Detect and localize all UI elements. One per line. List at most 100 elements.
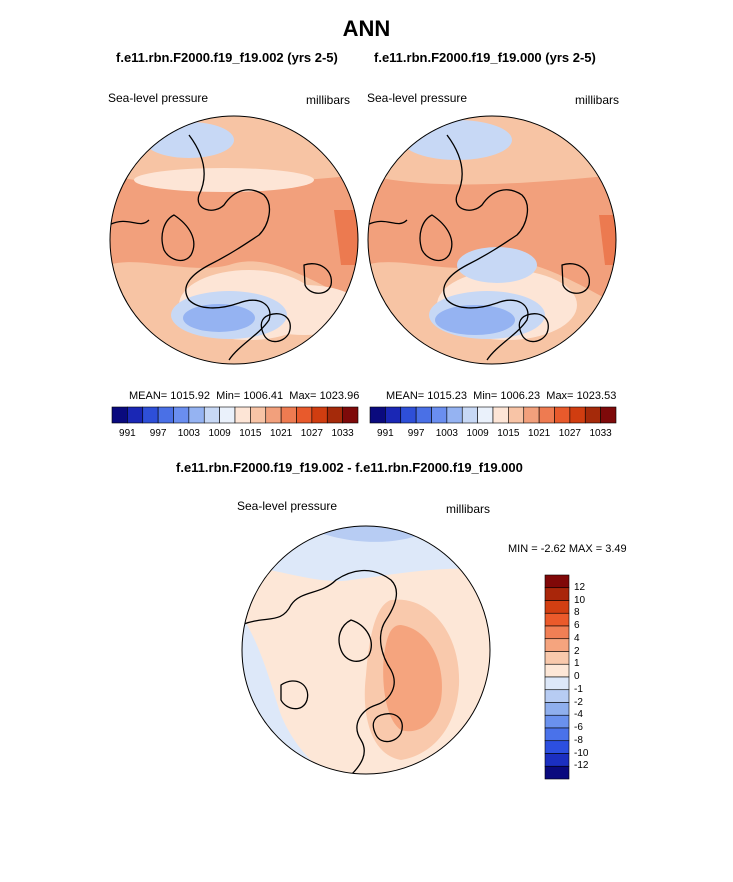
panel1-greenland	[161, 214, 195, 262]
panel2-scandinavia	[518, 313, 549, 343]
panel3-colorbar-cell	[544, 702, 570, 716]
panel2-greenland	[419, 214, 453, 262]
panel1-colorbar-cell	[250, 406, 267, 424]
panel1-colorbar-cell	[219, 406, 236, 424]
panel2-colorbar-cell	[385, 406, 402, 424]
panel3-colorbar-tick-label: -1	[574, 683, 583, 695]
panel2-stats: MEAN= 1015.23 Min= 1006.23 Max= 1023.53	[386, 390, 617, 402]
panel2-colorbar	[369, 406, 617, 424]
panel2-colorbar-cell	[523, 406, 540, 424]
panel2-colorbar-cell	[569, 406, 586, 424]
panel1-colorbar-cell	[157, 406, 174, 424]
panel3-colorbar-cell	[544, 651, 570, 665]
panel2-colorbar-cell	[600, 406, 617, 424]
panel1-colorbar-cell	[280, 406, 297, 424]
panel1-arc-zone	[134, 168, 314, 192]
panel3-colorbar-cell	[544, 753, 570, 767]
panel3-colorbar-cell	[544, 663, 570, 678]
panel1-colorbar-cell	[142, 406, 159, 424]
panel1-right-label: millibars	[306, 93, 351, 107]
panel3-colorbar-tick-label: -2	[574, 696, 583, 708]
panel2-colorbar-cell	[492, 406, 509, 424]
panel3-colorbar-cell	[544, 689, 570, 703]
panel3-right-label: millibars	[446, 502, 491, 516]
panel1-colorbar-cell	[342, 406, 359, 424]
panel2-island	[561, 263, 590, 294]
panel3-left-label: Sea-level pressure	[237, 499, 338, 513]
panel2-colorbar-cell	[508, 406, 525, 424]
panel1-colorbar-tick-label: 1021	[270, 428, 293, 439]
panel1-left-label: Sea-level pressure	[108, 91, 209, 105]
panel2-colorbar-tick-label: 997	[407, 428, 425, 439]
panel2-colorbar-tick-label: 1021	[528, 428, 551, 439]
panel3-colorbar-cell	[544, 727, 570, 742]
panel3-colorbar-tick-label: 2	[574, 645, 580, 657]
panel3-colorbar-cell	[544, 676, 570, 691]
panel2-colorbar-tick-label: 1027	[558, 428, 581, 439]
panel3-positive-core	[383, 625, 442, 732]
panel2-map	[367, 115, 617, 365]
panel3-colorbar-cell	[544, 600, 570, 614]
panel1-stats: MEAN= 1015.92 Min= 1006.41 Max= 1023.96	[129, 390, 360, 402]
panel2-colorbar-cell	[477, 406, 494, 424]
panel1-island	[303, 263, 332, 294]
panel3-colorbar-tick-label: -6	[574, 722, 583, 733]
panel2-colorbar-tick-label: 1009	[466, 428, 489, 439]
panel1-colorbar-tick-label: 1033	[331, 428, 354, 439]
panel1-scandinavia	[260, 313, 291, 343]
panel3-map-border	[241, 525, 491, 775]
panel2-colorbar-tick-label: 1003	[435, 428, 458, 439]
panel3-greenland	[338, 619, 372, 662]
panel2-west-coast	[368, 219, 408, 226]
panel2-colorbar-tick-label: 991	[377, 428, 394, 439]
panel1-north-low	[144, 122, 234, 158]
panel2-coastline	[443, 134, 529, 361]
panel1-colorbar-cell	[111, 406, 128, 424]
panel1-colorbar-cell	[311, 406, 328, 424]
panel2-colorbar-tick-label: 1015	[497, 428, 520, 439]
panel2-colorbar-cell	[446, 406, 463, 424]
panel3-colorbar-tick-label: -10	[574, 747, 589, 759]
panel3-colorbar-tick-label: 1	[574, 658, 580, 670]
panel3-coastline	[242, 569, 398, 774]
panel1-map-border	[109, 115, 359, 365]
panel2-left-label: Sea-level pressure	[367, 91, 468, 105]
panel3-colorbar-cell	[544, 587, 570, 601]
panel1-colorbar-cell	[173, 406, 190, 424]
panel1-colorbar-cell	[326, 406, 343, 424]
panel1-colorbar-tick-label: 1003	[177, 428, 200, 439]
panel1-colorbar-tick-label: 991	[119, 428, 136, 439]
panel2-title: f.e11.rbn.F2000.f19_f19.000 (yrs 2-5)	[374, 50, 596, 65]
panel1-colorbar-cell	[203, 406, 220, 424]
panel3-colorbar-cell	[544, 625, 570, 640]
panel3-colorbar-cell	[544, 714, 570, 729]
panel3-colorbar-tick-label: -8	[574, 734, 583, 746]
panel3-colorbar-tick-label: 6	[574, 620, 580, 631]
panel3-colorbar-tick-label: -4	[574, 709, 583, 721]
panel2-high-pressure-band	[368, 175, 616, 305]
panel2-arctic-low	[457, 247, 537, 283]
figure-title: ANN	[342, 16, 391, 41]
panel1-colorbar-cell	[296, 406, 313, 424]
panel2-colorbar-cell	[554, 406, 571, 424]
panel1-colorbar-tick-label: 1015	[239, 428, 262, 439]
panel1-colorbar-tick-label: 1027	[300, 428, 323, 439]
panel3-colorbar	[544, 574, 570, 780]
panel3-colorbar-cell	[544, 612, 570, 627]
panel1-high-pressure-band	[110, 175, 358, 305]
panel1-colorbar-tick-label: 997	[149, 428, 167, 439]
panel3-colorbar-cell	[544, 574, 570, 589]
panel3-title: f.e11.rbn.F2000.f19_f19.002 - f.e11.rbn.…	[176, 460, 523, 475]
panel2-high-core	[599, 215, 616, 265]
panel3-scandinavia	[372, 713, 403, 743]
panel2-right-label: millibars	[575, 93, 620, 107]
panel2-colorbar-cell	[431, 406, 448, 424]
panel3-map	[241, 525, 491, 775]
panel2-colorbar-tick-label: 1033	[589, 428, 612, 439]
panel3-colorbar-cell	[544, 765, 570, 780]
panel2-colorbar-cell	[369, 406, 386, 424]
panel3-colorbar-tick-label: 8	[574, 607, 580, 619]
panel3-colorbar-cell	[544, 638, 570, 652]
panel3-colorbar-tick-label: 12	[574, 581, 586, 593]
panel2-colorbar-cell	[584, 406, 601, 424]
